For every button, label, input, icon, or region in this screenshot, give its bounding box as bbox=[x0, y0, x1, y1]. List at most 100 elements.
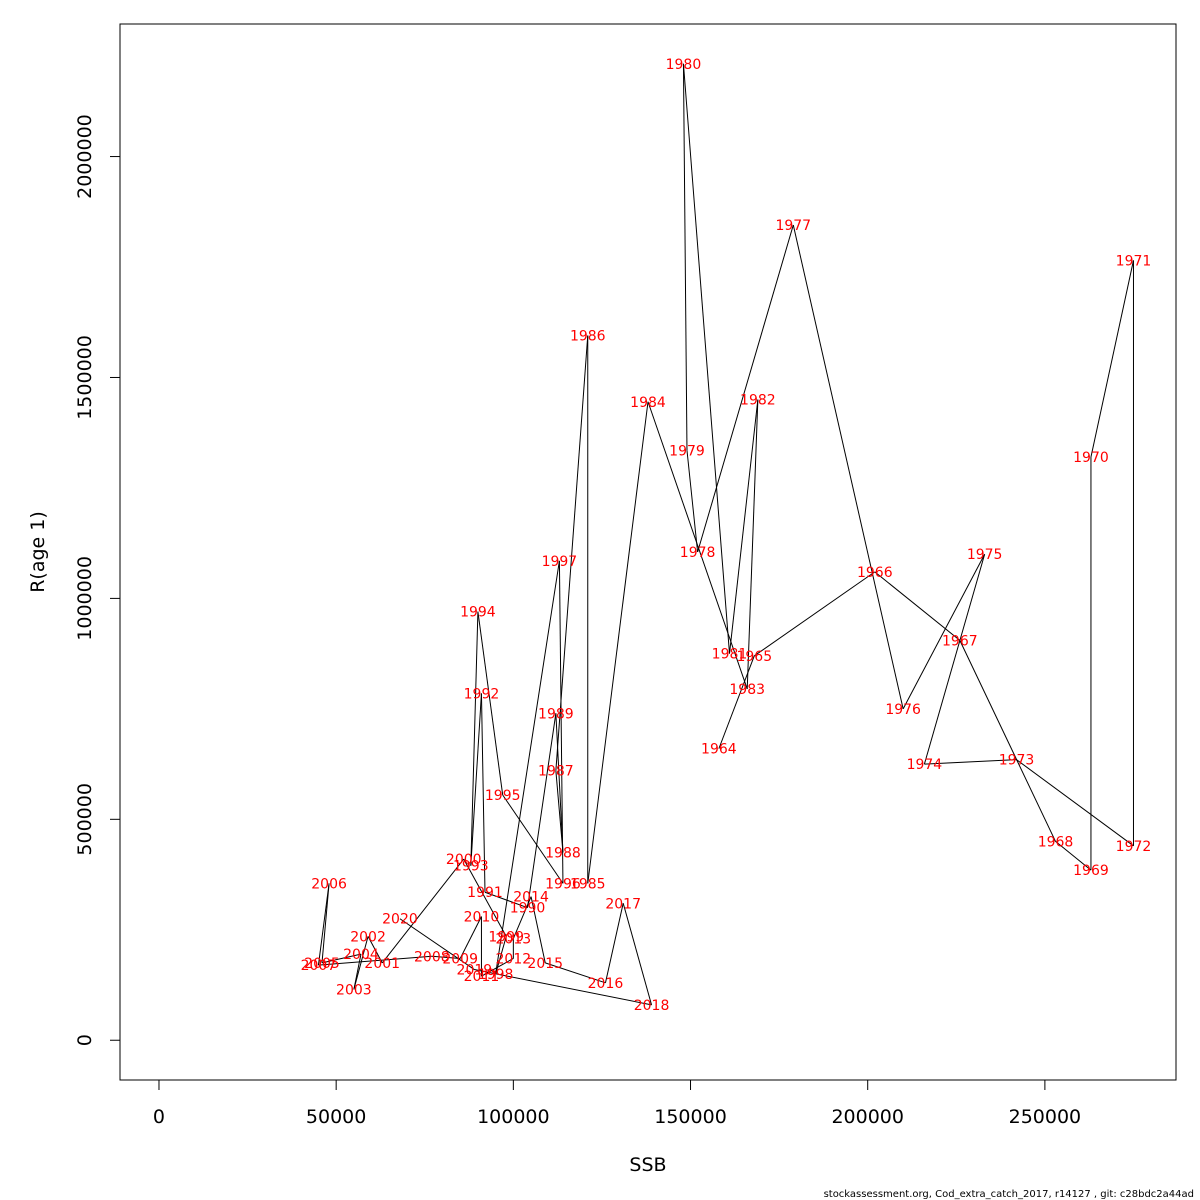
year-label: 2018 bbox=[634, 998, 670, 1014]
year-labels: 1964 1965 1966 1967 1968 1969 1970 1971 1972 1973… bbox=[301, 57, 1152, 1014]
year-label: 2019 bbox=[457, 963, 493, 979]
year-label: 1966 bbox=[857, 565, 893, 581]
path-segment bbox=[477, 611, 504, 796]
year-label: 1990 bbox=[510, 901, 546, 917]
x-axis: 0 50000 100000 150000 200000 250000 bbox=[153, 1079, 1082, 1128]
path-segment bbox=[923, 554, 986, 765]
path-segment bbox=[474, 969, 652, 1006]
path-segment bbox=[697, 224, 794, 553]
path-segment bbox=[481, 958, 514, 977]
path-segment bbox=[321, 953, 362, 964]
year-label: 1989 bbox=[538, 706, 574, 722]
path-segment bbox=[718, 655, 755, 749]
year-label: 1999 bbox=[488, 929, 524, 945]
x-tick-label: 100000 bbox=[477, 1106, 550, 1128]
path-segment bbox=[686, 450, 699, 553]
year-label: 1974 bbox=[907, 757, 943, 773]
year-label: 2017 bbox=[605, 896, 641, 912]
footer-credit: stockassessment.org, Cod_extra_catch_201… bbox=[824, 1189, 1194, 1200]
year-label: 1976 bbox=[885, 702, 921, 718]
year-label: 1973 bbox=[999, 753, 1035, 769]
path-segment bbox=[959, 640, 1056, 842]
year-label: 1982 bbox=[740, 393, 776, 409]
x-tick-label: 50000 bbox=[306, 1106, 366, 1128]
y-tick-label: 0 bbox=[74, 1034, 96, 1046]
year-label: 2009 bbox=[442, 951, 478, 967]
path-segment bbox=[902, 553, 986, 710]
path-segment bbox=[924, 759, 1017, 765]
path-segment bbox=[317, 883, 330, 966]
year-label: 1978 bbox=[680, 545, 716, 561]
path-segment bbox=[321, 883, 330, 963]
path-segment bbox=[1055, 841, 1092, 871]
path-segment bbox=[399, 918, 475, 970]
year-label: 1992 bbox=[464, 686, 500, 702]
year-label: 1986 bbox=[570, 328, 606, 344]
year-label: 2000 bbox=[446, 852, 482, 868]
path-segment bbox=[512, 896, 532, 939]
path-segment bbox=[431, 955, 461, 959]
path-segment bbox=[495, 560, 560, 975]
year-label: 1991 bbox=[467, 885, 503, 901]
year-label: 1997 bbox=[542, 554, 578, 570]
year-label: 1980 bbox=[666, 57, 702, 73]
path-segment bbox=[1090, 260, 1134, 458]
year-label: 2012 bbox=[496, 951, 532, 967]
path-segment bbox=[527, 713, 557, 908]
y-tick-label: 1500000 bbox=[74, 335, 96, 420]
path-segment bbox=[353, 936, 369, 990]
year-label: 1993 bbox=[453, 859, 489, 875]
year-label: 1970 bbox=[1073, 450, 1109, 466]
x-tick-label: 200000 bbox=[831, 1106, 904, 1128]
year-label: 2020 bbox=[382, 912, 418, 928]
year-label: 2008 bbox=[414, 949, 450, 965]
y-axis: 0 500000 1000000 1500000 2000000 bbox=[74, 114, 121, 1046]
year-label: 2002 bbox=[350, 929, 386, 945]
path-segment bbox=[470, 611, 479, 866]
year-label: 1988 bbox=[545, 845, 581, 861]
year-label: 2011 bbox=[464, 969, 500, 985]
path-segment bbox=[754, 571, 876, 657]
year-label: 2004 bbox=[343, 947, 379, 963]
year-label: 1967 bbox=[942, 633, 978, 649]
year-label: 1985 bbox=[570, 876, 606, 892]
path-segment bbox=[604, 903, 624, 983]
path-segment bbox=[480, 693, 486, 893]
year-label: 1965 bbox=[736, 649, 772, 665]
x-tick-label: 250000 bbox=[1009, 1106, 1082, 1128]
year-label: 2013 bbox=[496, 932, 532, 948]
path-segment bbox=[746, 399, 759, 689]
path-segment bbox=[792, 224, 904, 709]
year-label: 1977 bbox=[775, 218, 811, 234]
path-segment bbox=[647, 401, 748, 690]
year-label: 2003 bbox=[336, 982, 372, 998]
path-segment bbox=[729, 399, 759, 654]
path-segment bbox=[463, 858, 507, 937]
year-label: 2015 bbox=[527, 956, 563, 972]
path-segment bbox=[353, 953, 362, 990]
year-label: 1979 bbox=[669, 443, 705, 459]
y-axis-title: R(age 1) bbox=[27, 511, 49, 593]
y-tick-label: 1000000 bbox=[74, 556, 96, 641]
year-label: 1994 bbox=[460, 605, 496, 621]
year-label: 1987 bbox=[538, 764, 574, 780]
path-segment bbox=[459, 916, 482, 959]
year-label: 2014 bbox=[513, 890, 549, 906]
path-segment bbox=[367, 936, 383, 964]
path-segment bbox=[587, 401, 649, 884]
path-segment bbox=[622, 903, 653, 1006]
path-segment bbox=[318, 955, 432, 966]
y-tick-label: 500000 bbox=[74, 783, 96, 856]
year-label: 1972 bbox=[1116, 839, 1152, 855]
x-tick-label: 0 bbox=[153, 1106, 165, 1128]
path-segment bbox=[545, 962, 606, 984]
path-segment bbox=[558, 560, 564, 884]
year-label: 1975 bbox=[967, 547, 1003, 563]
year-label: 1969 bbox=[1073, 863, 1109, 879]
path-segment bbox=[381, 858, 465, 964]
year-label: 2016 bbox=[588, 976, 624, 992]
path-segment bbox=[502, 794, 564, 884]
path-segment bbox=[484, 891, 528, 909]
path-segment bbox=[470, 693, 482, 866]
x-tick-label: 150000 bbox=[654, 1106, 727, 1128]
